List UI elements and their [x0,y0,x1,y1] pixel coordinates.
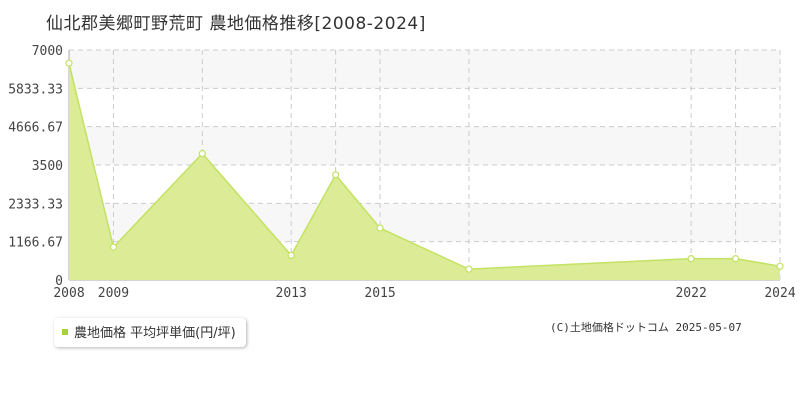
x-tick-label: 2022 [675,286,706,301]
data-point [109,243,118,251]
x-tick-label: 2013 [276,286,307,301]
x-tick-label: 2009 [98,286,129,301]
data-point [287,251,295,259]
x-tick-label: 2024 [764,286,795,301]
y-tick-label: 1166.67 [8,236,63,251]
y-tick-label: 2333.33 [8,197,63,212]
y-tick-label: 4666.67 [8,121,63,136]
data-point [776,262,784,270]
chart-title: 仙北郡美郷町野荒町 農地価格推移[2008-2024] [46,14,426,34]
legend-label: 農地価格 平均坪単価(円/坪) [74,326,236,341]
copyright-text: (C)土地価格ドットコム 2025-05-07 [550,321,742,334]
y-tick-label: 0 [55,274,63,289]
data-point [332,171,340,179]
x-tick-label: 2008 [53,286,84,301]
data-point [65,59,73,67]
data-point [731,255,740,263]
legend: 農地価格 平均坪単価(円/坪) [54,318,246,347]
series-line [68,62,781,270]
series-area [69,63,780,281]
data-point [687,255,695,263]
legend-marker-icon [62,328,68,335]
y-tick-label: 7000 [32,44,63,59]
y-tick-label: 3500 [32,159,63,174]
data-point [465,265,473,273]
plot-band [69,50,780,89]
y-tick-label: 5833.33 [8,82,63,97]
x-tick-label: 2015 [364,286,395,301]
plot-band [69,126,780,165]
chart-area: 0 1166.67 2333.33 3500 4666.67 5833.33 7000 200… [8,44,796,301]
data-point [376,224,384,232]
data-point [198,149,206,158]
